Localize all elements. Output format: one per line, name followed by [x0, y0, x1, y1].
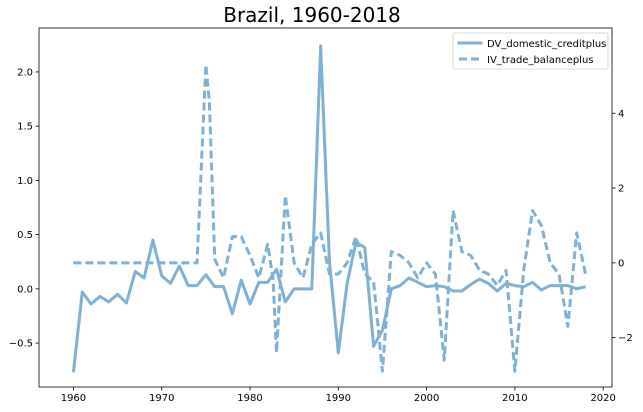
legend-label-iv: IV_trade_balanceplus — [487, 55, 594, 66]
y-axis-left: −0.5 0.0 0.5 1.0 1.5 2.0 — [9, 67, 39, 350]
y-right-tick-label: 2 — [618, 184, 624, 195]
y-left-tick-label: 0.5 — [17, 230, 33, 241]
y-left-tick-label: −0.5 — [9, 339, 33, 350]
y-left-tick-label: 2.0 — [17, 67, 33, 78]
x-axis: 1960 1970 1980 1990 2000 2010 2020 — [61, 387, 616, 404]
legend: DV_domestic_creditplus IV_trade_balancep… — [452, 32, 609, 70]
y-left-tick-label: 1.5 — [17, 122, 33, 133]
chart-title: Brazil, 1960-2018 — [223, 3, 401, 27]
legend-label-dv: DV_domestic_creditplus — [487, 39, 606, 50]
x-tick-label: 2020 — [590, 393, 615, 404]
y-axis-right: −2 0 2 4 — [612, 109, 633, 344]
y-left-tick-label: 0.0 — [17, 284, 33, 295]
x-tick-label: 1970 — [149, 393, 174, 404]
x-tick-label: 2010 — [502, 393, 527, 404]
legend-box — [452, 32, 609, 70]
series-line-iv-trade-balanceplus — [73, 63, 587, 373]
x-tick-label: 1990 — [326, 393, 351, 404]
series-line-dv-domestic-creditplus — [71, 44, 586, 373]
x-tick-label: 1960 — [61, 393, 86, 404]
y-right-tick-label: −2 — [618, 333, 633, 344]
y-right-tick-label: 0 — [618, 258, 624, 269]
y-right-tick-label: 4 — [618, 109, 624, 120]
y-left-tick-label: 1.0 — [17, 176, 33, 187]
plot-area-frame — [38, 27, 613, 388]
x-tick-label: 2000 — [414, 393, 439, 404]
series-layer — [71, 44, 587, 373]
x-tick-label: 1980 — [237, 393, 262, 404]
